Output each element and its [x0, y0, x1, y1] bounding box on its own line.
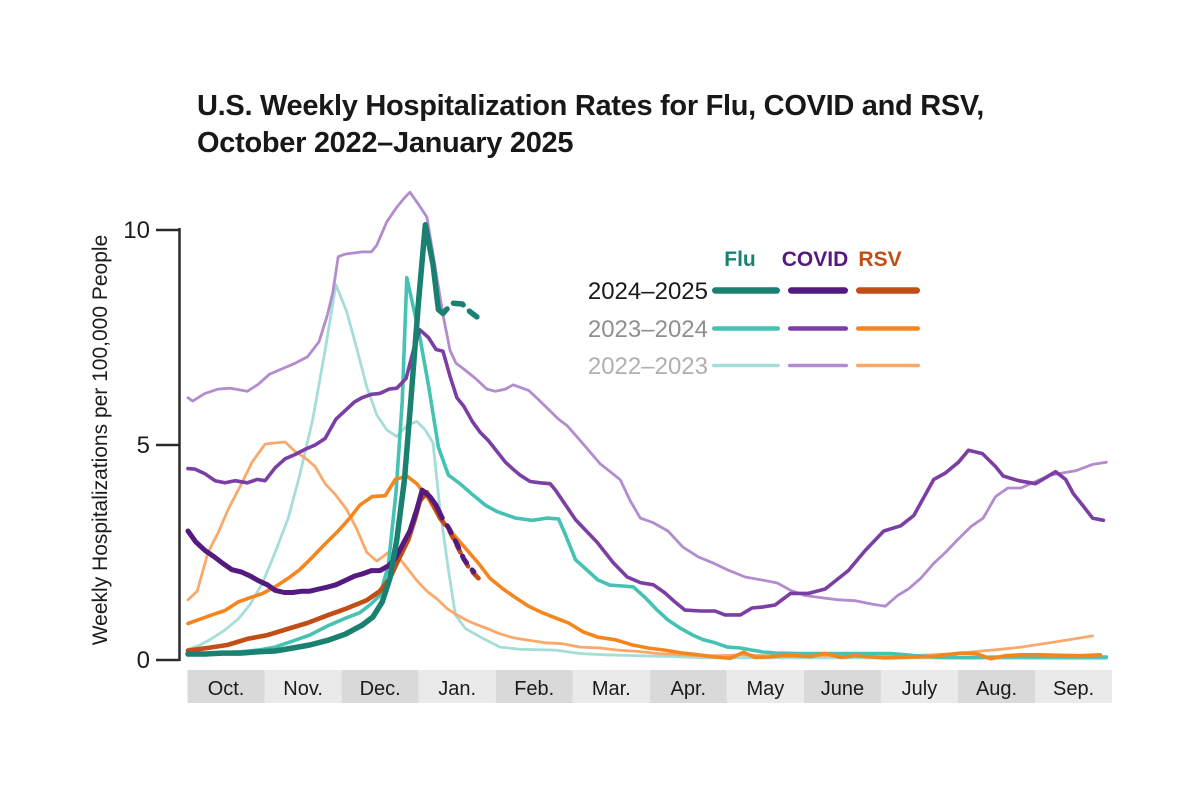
- month-band-cell: [803, 670, 881, 703]
- y-tick-label: 0: [137, 647, 150, 674]
- month-label: Aug.: [976, 678, 1017, 700]
- series-line-flu-2023-2024: [186, 275, 1109, 660]
- month-label: Jan.: [438, 678, 476, 700]
- chart-title-line2: October 2022–January 2025: [197, 127, 574, 159]
- legend-swatch-covid-2022-2023: [788, 363, 848, 368]
- month-label: July: [902, 678, 938, 700]
- legend-header-rsv: RSV: [858, 248, 901, 271]
- month-band-cell: [187, 670, 265, 703]
- legend-swatch-covid-2023-2024: [788, 326, 848, 331]
- series-line-flu-2024-2025: [185, 222, 446, 657]
- legend-swatch-rsv-2023-2024: [856, 326, 920, 331]
- month-label: May: [746, 678, 784, 700]
- legend-row-label-2022-2023: 2022–2023: [588, 353, 708, 380]
- series-dashed-tail-covid-2024-2025: [439, 515, 477, 575]
- month-label: Nov.: [283, 678, 323, 700]
- series-dashed-tail-flu-2024-2025: [440, 300, 480, 320]
- series-line-covid-2022-2023: [186, 190, 1108, 608]
- legend-swatch-rsv-2022-2023: [856, 363, 920, 368]
- month-label: June: [821, 678, 864, 700]
- legend-header-covid: COVID: [782, 248, 849, 271]
- legend-row-label-2024-2025: 2024–2025: [588, 278, 708, 305]
- month-band-cell: [880, 670, 958, 703]
- chart-title: U.S. Weekly Hospitalization Rates for Fl…: [197, 88, 1157, 162]
- legend-swatch-flu-2022-2023: [712, 363, 780, 368]
- legend-swatch-rsv-2024-2025: [856, 287, 920, 294]
- month-band-cell: [264, 670, 342, 703]
- month-band-cell: [958, 670, 1036, 703]
- y-tick-label: 5: [137, 432, 150, 459]
- legend-row-label-2023-2024: 2023–2024: [588, 316, 708, 343]
- legend-header-flu: Flu: [724, 248, 756, 271]
- month-label: Oct.: [208, 678, 245, 700]
- month-label: Sep.: [1053, 678, 1094, 700]
- legend-swatch-flu-2023-2024: [712, 326, 780, 331]
- legend-swatch-flu-2024-2025: [712, 287, 780, 294]
- y-tick-label: 10: [123, 217, 150, 244]
- month-label: Feb.: [514, 678, 554, 700]
- legend-swatch-covid-2024-2025: [788, 287, 848, 294]
- month-band-cell: [495, 670, 573, 703]
- month-band-cell: [418, 670, 496, 703]
- month-band-cell: [1035, 670, 1113, 703]
- series-line-rsv-2023-2024: [186, 474, 1103, 661]
- y-axis-title: Weekly Hospitalizations per 100,000 Peop…: [89, 235, 112, 646]
- chart-title-line1: U.S. Weekly Hospitalization Rates for Fl…: [197, 90, 985, 122]
- month-band-cell: [649, 670, 727, 703]
- month-label: Mar.: [592, 678, 631, 700]
- month-label: Apr.: [671, 678, 707, 700]
- series-line-rsv-2022-2023: [186, 440, 1094, 658]
- month-label: Dec.: [360, 678, 401, 700]
- series-line-covid-2024-2025: [185, 487, 445, 595]
- month-band-cell: [572, 670, 650, 703]
- month-band-cell: [726, 670, 804, 703]
- month-band-cell: [341, 670, 419, 703]
- series-line-covid-2023-2024: [186, 327, 1106, 617]
